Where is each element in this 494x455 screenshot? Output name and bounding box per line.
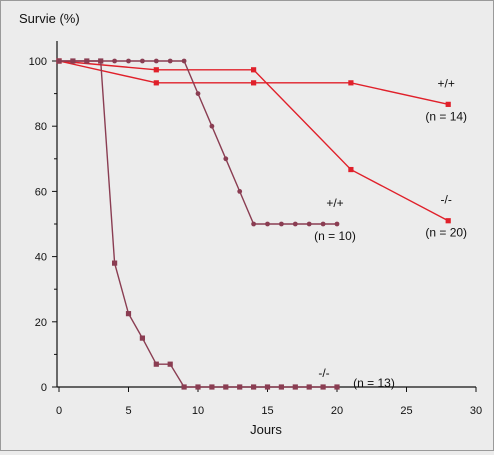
data-point (320, 221, 326, 227)
x-tick-label: 5 (125, 405, 131, 417)
sample-size-label: (n = 14) (425, 109, 467, 123)
data-point (153, 58, 159, 64)
data-point (153, 67, 159, 73)
data-point (140, 58, 145, 64)
data-point (70, 58, 76, 64)
series-4 (56, 58, 340, 390)
data-point (265, 221, 270, 227)
x-tick-label: 15 (261, 405, 273, 417)
x-tick-label: 25 (400, 405, 412, 417)
data-point (209, 384, 215, 390)
y-tick-label: 60 (35, 186, 47, 198)
data-point (251, 384, 257, 390)
data-point (348, 80, 354, 86)
x-axis-label: Jours (250, 422, 282, 437)
data-point (56, 58, 62, 64)
y-tick-label: 0 (41, 382, 47, 394)
data-point (264, 384, 271, 390)
series-3 (56, 58, 340, 227)
data-point (334, 221, 340, 227)
data-point (84, 58, 90, 64)
data-point (292, 221, 298, 227)
y-tick-label: 20 (35, 317, 47, 329)
y-axis-label: Survie (%) (19, 11, 80, 26)
genotype-label: +/+ (326, 196, 343, 210)
series-line (59, 60, 337, 225)
data-point (279, 221, 284, 227)
data-point (348, 166, 354, 173)
genotype-label: -/- (318, 366, 329, 380)
data-point (139, 335, 145, 341)
x-tick-label: 30 (470, 405, 482, 417)
data-point (306, 221, 312, 227)
data-point (181, 58, 187, 64)
data-point (223, 156, 229, 162)
data-point (112, 58, 117, 64)
y-tick-label: 80 (35, 121, 47, 133)
data-point (278, 384, 284, 390)
data-point (112, 260, 118, 266)
data-point (195, 384, 201, 390)
annotation-layer: +/+ (n = 14) -/- (n = 20) +/+ (n = 10) -/- (n =… (314, 76, 467, 390)
x-tick-label: 10 (192, 405, 204, 417)
data-point (292, 384, 298, 390)
sample-size-label: (n = 10) (314, 229, 356, 243)
data-point (223, 384, 229, 390)
data-point (125, 311, 132, 317)
sample-size-label: (n = 13) (353, 376, 395, 390)
data-point (306, 384, 312, 390)
data-point (153, 361, 159, 367)
data-point (251, 221, 256, 227)
data-point (237, 384, 243, 390)
data-point (195, 91, 201, 96)
data-point (167, 58, 173, 64)
data-point (445, 218, 451, 224)
genotype-label: -/- (441, 193, 452, 207)
data-point (126, 58, 131, 64)
data-point (153, 80, 159, 86)
y-tick-label: 100 (29, 56, 47, 68)
sample-size-label: (n = 20) (425, 226, 467, 240)
series-layer (56, 58, 451, 390)
data-point (251, 67, 257, 73)
data-point (334, 384, 340, 390)
x-tick-label: 0 (56, 405, 62, 417)
data-point (320, 384, 326, 390)
y-tick-label: 40 (35, 252, 47, 264)
x-tick-label: 20 (331, 405, 343, 417)
data-point (167, 361, 173, 367)
data-point (251, 80, 257, 86)
data-point (209, 123, 215, 129)
genotype-label: +/+ (438, 76, 455, 90)
data-point (445, 101, 451, 107)
data-point (237, 189, 243, 194)
axes: 0 20 40 60 80 100 0 5 10 15 20 25 30 (29, 41, 482, 417)
data-point (181, 384, 187, 390)
data-point (98, 58, 104, 64)
